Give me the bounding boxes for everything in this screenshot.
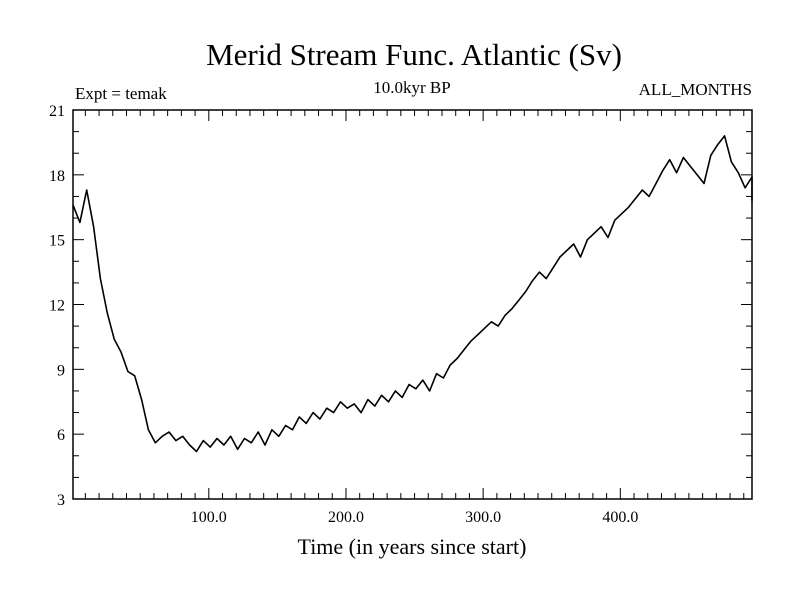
x-axis-label: Time (in years since start): [298, 534, 527, 559]
plot-frame: [72, 109, 753, 500]
y-tick-label: 18: [49, 168, 65, 185]
x-tick-label: 300.0: [465, 509, 501, 526]
series-line: [72, 135, 753, 453]
y-axis-ticks: 3 6 9 12 15 18 21: [49, 103, 752, 509]
chart-subtitle: 10.0kyr BP: [373, 78, 450, 97]
y-tick-label: 9: [57, 362, 65, 379]
plot-series: [72, 135, 753, 453]
y-tick-label: 21: [49, 103, 65, 120]
y-tick-label: 3: [57, 492, 65, 509]
y-tick-label: 12: [49, 298, 65, 315]
x-tick-label: 100.0: [191, 509, 227, 526]
period-label: ALL_MONTHS: [639, 80, 752, 99]
x-axis-ticks: 100.0 200.0 300.0 400.0: [84, 110, 745, 526]
chart-title: Merid Stream Func. Atlantic (Sv): [206, 37, 622, 72]
experiment-label: Expt = temak: [75, 84, 167, 103]
x-tick-label: 200.0: [328, 509, 364, 526]
y-tick-label: 6: [57, 427, 65, 444]
x-tick-label: 400.0: [602, 509, 638, 526]
y-tick-label: 15: [49, 233, 65, 250]
